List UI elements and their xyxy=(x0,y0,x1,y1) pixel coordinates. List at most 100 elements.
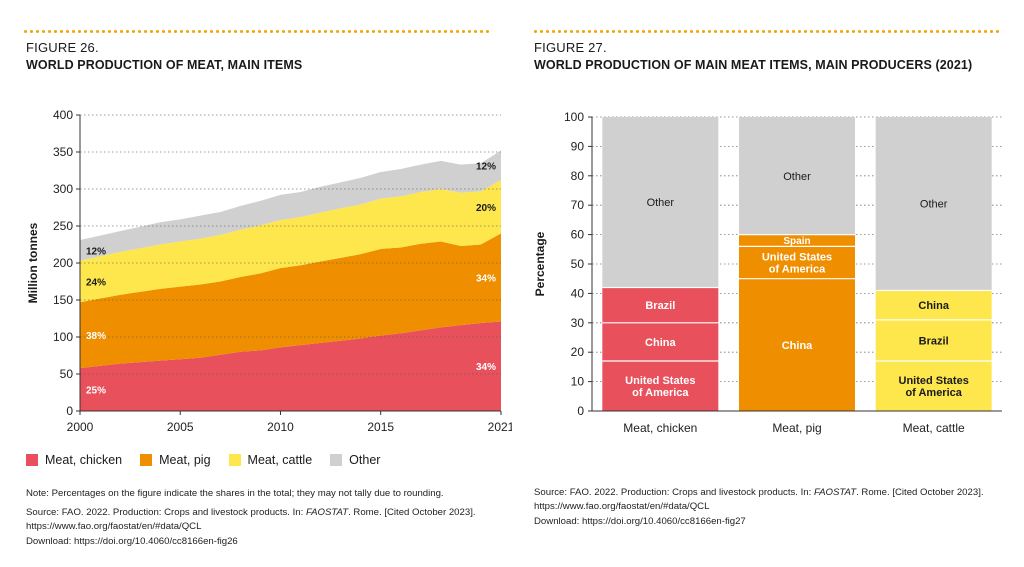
dot xyxy=(954,30,957,33)
dot xyxy=(864,30,867,33)
bar-segment-label-cattle-united-states-of-america: of America xyxy=(905,387,962,399)
dot xyxy=(474,30,477,33)
dot xyxy=(618,30,621,33)
legend-item-chicken: Meat, chicken xyxy=(26,453,122,467)
bar-segment-cattle-brazil xyxy=(875,319,992,362)
bar-segment-label-pig-united-states-of-america: United States xyxy=(762,251,832,263)
dot xyxy=(828,30,831,33)
dot xyxy=(102,30,105,33)
dot xyxy=(408,30,411,33)
dot xyxy=(672,30,675,33)
legend-label-cattle: Meat, cattle xyxy=(247,453,313,467)
share-label-other-2000: 12% xyxy=(86,246,106,257)
dot xyxy=(390,30,393,33)
dot xyxy=(696,30,699,33)
legend-swatch-chicken xyxy=(26,454,38,466)
dot xyxy=(264,30,267,33)
dot xyxy=(186,30,189,33)
bar-segment-cattle-united-states-of-america xyxy=(875,361,992,411)
dot xyxy=(336,30,339,33)
figure-26-title: WORLD PRODUCTION OF MEAT, MAIN ITEMS xyxy=(26,58,303,72)
dot xyxy=(984,30,987,33)
dot xyxy=(24,30,27,33)
dot xyxy=(420,30,423,33)
figure-26-download: Download: https://doi.org/10.4060/cc8166… xyxy=(26,536,238,547)
area-series-cattle xyxy=(80,180,501,303)
dot xyxy=(306,30,309,33)
dot xyxy=(816,30,819,33)
dot xyxy=(564,30,567,33)
legend-swatch-pig xyxy=(140,454,153,466)
dot xyxy=(594,30,597,33)
bar-segment-label-pig-spain: Spain xyxy=(783,236,810,247)
figure-27-source-post: . Rome. [Cited October 2023]. https://ww… xyxy=(534,487,984,512)
dot xyxy=(876,30,879,33)
dot xyxy=(114,30,117,33)
dot xyxy=(666,30,669,33)
dot xyxy=(234,30,237,33)
x-tick-label: 2021 xyxy=(488,420,512,434)
bar-segment-label-cattle-brazil: Brazil xyxy=(919,335,949,347)
bar-segment-label-chicken-china: China xyxy=(645,337,676,349)
dot xyxy=(324,30,327,33)
dot xyxy=(162,30,165,33)
dot xyxy=(258,30,261,33)
y-tick-label: 100 xyxy=(53,330,73,344)
dot xyxy=(630,30,633,33)
dot xyxy=(534,30,537,33)
area-chart-meat-production: 0 50 100 150 200 250 300 350 400 2000 2005 2010 2015… xyxy=(26,108,512,434)
dot xyxy=(126,30,129,33)
dot xyxy=(192,30,195,33)
bar-segment-pig-china xyxy=(739,278,855,411)
dot xyxy=(450,30,453,33)
dot xyxy=(960,30,963,33)
dot xyxy=(66,30,69,33)
dot xyxy=(990,30,993,33)
dot xyxy=(606,30,609,33)
dotted-rule-left xyxy=(24,20,496,33)
stacked-bar-chart-producers: United States of America China Brazil Other M… xyxy=(533,110,1002,435)
dot xyxy=(660,30,663,33)
category-label-chicken: Meat, chicken xyxy=(623,421,697,435)
dot xyxy=(882,30,885,33)
dot xyxy=(438,30,441,33)
legend-label-pig: Meat, pig xyxy=(159,453,211,467)
y-tick-label: 400 xyxy=(53,108,73,122)
bar-segment-label-chicken-brazil: Brazil xyxy=(645,300,675,312)
x-tick-label: 2005 xyxy=(167,420,194,434)
dot xyxy=(384,30,387,33)
figure-27-title: WORLD PRODUCTION OF MAIN MEAT ITEMS, MAI… xyxy=(534,58,973,72)
legend-swatch-cattle xyxy=(228,454,241,466)
bar-segment-label-pig-other: Other xyxy=(783,171,811,183)
dot xyxy=(642,30,645,33)
y-tick-label: 300 xyxy=(53,182,73,196)
y-tick-label: 0 xyxy=(577,404,584,418)
dot xyxy=(648,30,651,33)
dot xyxy=(360,30,363,33)
legend-item-pig: Meat, pig xyxy=(140,453,211,467)
legend-label-other: Other xyxy=(349,453,381,467)
dot xyxy=(654,30,657,33)
share-label-chicken-2021: 34% xyxy=(476,362,496,373)
dot xyxy=(918,30,921,33)
dot xyxy=(378,30,381,33)
category-label-cattle: Meat, cattle xyxy=(903,421,965,435)
y-tick-label: 40 xyxy=(571,286,585,300)
y-tick-label: 30 xyxy=(571,316,585,330)
y-tick-label: 200 xyxy=(53,256,73,270)
dot xyxy=(570,30,573,33)
dot xyxy=(426,30,429,33)
figure-26-source-italic: FAOSTAT xyxy=(305,507,349,518)
x-tick-label: 2010 xyxy=(267,420,294,434)
y-tick-label: 20 xyxy=(571,345,585,359)
dot xyxy=(246,30,249,33)
dot xyxy=(480,30,483,33)
dot xyxy=(912,30,915,33)
dot xyxy=(576,30,579,33)
bar-segment-label-chicken-united-states-of-america: of America xyxy=(632,387,689,399)
bar-segment-pig-united-states-of-america xyxy=(739,246,855,279)
dot xyxy=(744,30,747,33)
category-label-pig: Meat, pig xyxy=(772,421,821,435)
dot xyxy=(222,30,225,33)
dot xyxy=(624,30,627,33)
